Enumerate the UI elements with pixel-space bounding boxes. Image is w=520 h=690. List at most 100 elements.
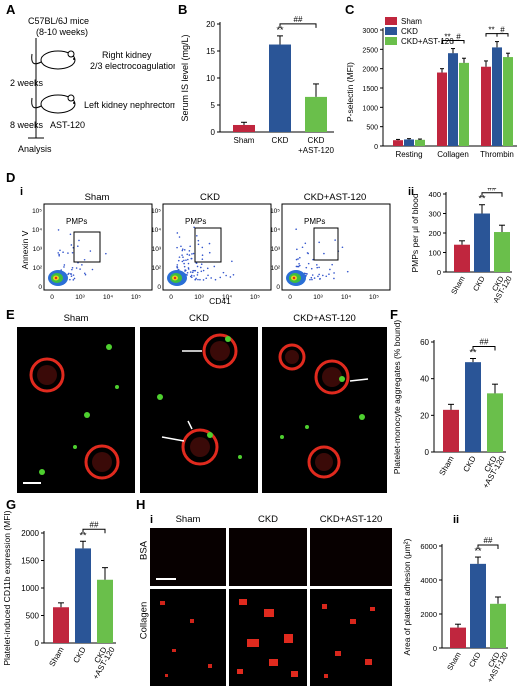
- y-tick-label: 0: [425, 448, 430, 457]
- flow-gate-label: PMPs: [185, 217, 206, 226]
- flow-gate-label: PMPs: [66, 217, 87, 226]
- bar-0: [450, 627, 466, 648]
- y-tick-label: 60: [420, 338, 429, 347]
- y-tick-label: 0: [433, 644, 437, 653]
- x-tick-label: Sham: [449, 275, 467, 296]
- bar-collagen-0: [437, 72, 447, 146]
- y-tick-label: 5: [211, 101, 216, 110]
- micro-h-title-sham: Sham: [175, 514, 201, 525]
- micro-h-bsa-sham: [150, 528, 226, 586]
- flow-y-tick: 10³: [271, 246, 281, 253]
- flow-dense-core: [173, 276, 177, 280]
- schematic-drug: AST-120: [50, 120, 85, 130]
- panel-letter-a: A: [6, 2, 16, 17]
- legend-label: CKD+AST-120: [401, 37, 454, 46]
- micro-h-collagen-ckd-ast: [310, 589, 392, 686]
- sig-bracket: [477, 544, 499, 550]
- y-axis-label: Platelet-induced CD11b expression (MFI): [2, 510, 12, 665]
- bar-1: [75, 548, 91, 643]
- sig-hash: ##: [90, 520, 99, 529]
- flow-y-tick: 10⁵: [32, 208, 42, 215]
- bar-thrombin-1: [492, 47, 502, 146]
- x-tick-label: Resting: [395, 150, 422, 159]
- schematic-step1b: 2/3 electrocoagulation: [90, 61, 175, 71]
- flow-y-tick: 10²: [33, 265, 43, 272]
- flow-gate-label: PMPs: [304, 217, 325, 226]
- flow-x-tick: 0: [50, 294, 54, 301]
- panel-letter-b: B: [178, 2, 188, 17]
- flow-y-tick: 10²: [152, 265, 162, 272]
- flow-x-tick: 10⁴: [222, 294, 232, 301]
- micro-e-sham: [17, 327, 135, 493]
- panel-letter-e: E: [6, 307, 15, 322]
- micro-h-title-ckd-ast: CKD+AST-120: [319, 514, 383, 525]
- y-tick-label: 1000: [362, 105, 378, 112]
- y-tick-label: 15: [206, 47, 215, 56]
- flow-x-tick: 0: [169, 294, 173, 301]
- panel-letter-d: D: [6, 170, 16, 185]
- bar-collagen-1: [448, 53, 458, 147]
- y-tick-label: 0: [374, 144, 378, 151]
- bar-1: [269, 44, 291, 132]
- bar-2: [490, 603, 506, 648]
- y-tick-label: 40: [420, 375, 429, 384]
- y-tick-label: 20: [206, 20, 215, 29]
- y-tick-label: 0: [35, 639, 40, 648]
- flow-y-tick: 10²: [271, 265, 281, 272]
- panel-sub-dii: ii: [408, 186, 415, 198]
- flow-y-tick: 0: [38, 284, 42, 291]
- x-tick-label: CKD: [71, 645, 87, 664]
- x-tick-label: CKD: [308, 136, 325, 145]
- chart-dii-pmps: 0 100 200 300 400 PMPs per μl of blood Sham ** C…: [410, 188, 514, 303]
- flow-dense-core: [54, 276, 58, 280]
- x-tick-label: +AST-120: [298, 146, 334, 155]
- bar-0: [233, 124, 255, 132]
- y-tick-label: 400: [428, 190, 441, 199]
- x-tick-label: Sham: [47, 645, 65, 668]
- micro-h-row-collagen: Collagen: [138, 601, 150, 640]
- sig-stars: **: [444, 33, 450, 42]
- flow-title-ckd: CKD: [199, 192, 221, 203]
- flow-y-tick: 10³: [152, 246, 162, 253]
- chart-g-cd11b: 0 500 1000 1500 2000 Platelet-induced CD11b e…: [2, 510, 117, 681]
- bar-2: [305, 96, 327, 132]
- sig-bracket: [472, 346, 496, 351]
- bar-1: [474, 213, 490, 272]
- x-tick-label: Thrombin: [480, 150, 514, 159]
- y-tick-label: 200: [428, 229, 441, 238]
- sig-bracket: [452, 40, 465, 44]
- sig-bracket: [496, 33, 509, 37]
- sig-stars: **: [488, 26, 494, 35]
- y-tick-label: 500: [26, 612, 40, 621]
- flow-x-tick: 0: [288, 294, 292, 301]
- y-tick-label: 6000: [420, 542, 437, 551]
- y-tick-label: 2500: [362, 47, 378, 54]
- x-tick-label: Sham: [445, 651, 463, 672]
- chart-f-aggregates: 0 20 40 60 Platelet-monocyte aggregates (% b…: [392, 320, 507, 490]
- legend-label: CKD: [401, 27, 418, 36]
- flow-x-tick: 10³: [75, 294, 85, 301]
- sig-hash: #: [456, 33, 461, 42]
- y-tick-label: 2000: [21, 529, 39, 538]
- panel-letter-c: C: [345, 2, 355, 17]
- sig-stars: **: [276, 25, 284, 35]
- schematic-week2: 2 weeks: [10, 78, 44, 88]
- legend-label: Sham: [401, 17, 422, 26]
- x-tick-label: CKD: [461, 454, 477, 473]
- y-tick-label: 1500: [21, 557, 39, 566]
- sig-hash: ##: [294, 15, 303, 24]
- y-tick-label: 100: [428, 249, 441, 258]
- chart-hii-adhesion: 0 2000 4000 6000 Area of platelet adhesion (…: [402, 536, 510, 684]
- sig-stars: **: [478, 194, 486, 204]
- y-tick-label: 4000: [420, 576, 437, 585]
- micro-h-title-ckd: CKD: [257, 514, 279, 525]
- micro-h-collagen-sham: [150, 589, 226, 686]
- bar-2: [494, 232, 510, 272]
- sig-bracket: [279, 23, 317, 28]
- micro-h-row-bsa: BSA: [138, 541, 150, 561]
- schematic-week8: 8 weeks: [10, 120, 44, 130]
- flow-y-tick: 10⁴: [151, 227, 161, 234]
- mouse-icon: [31, 50, 76, 70]
- micro-h-collagen-ckd: [229, 589, 307, 686]
- panel-sub-di: i: [20, 186, 24, 198]
